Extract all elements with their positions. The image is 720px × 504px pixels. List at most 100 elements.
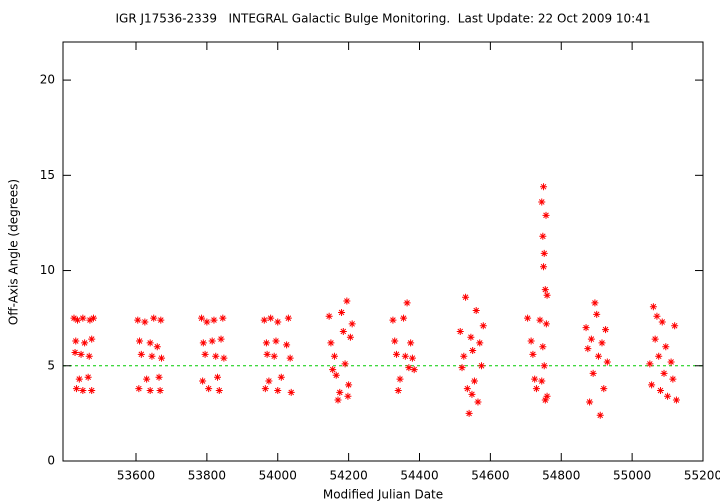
point xyxy=(527,337,535,345)
point xyxy=(203,318,211,326)
point xyxy=(468,390,476,398)
point xyxy=(539,232,547,240)
point xyxy=(465,409,473,417)
point xyxy=(598,339,606,347)
point xyxy=(201,350,209,358)
point xyxy=(338,308,346,316)
point xyxy=(134,316,142,324)
point xyxy=(270,352,278,360)
point xyxy=(646,360,654,368)
x-tick-label: 55200 xyxy=(684,469,720,483)
point xyxy=(148,352,156,360)
point xyxy=(391,337,399,345)
point xyxy=(655,352,663,360)
point xyxy=(146,387,154,395)
point xyxy=(587,335,595,343)
y-axis-label: Off-Axis Angle (degrees) xyxy=(7,179,21,325)
point xyxy=(215,387,223,395)
point xyxy=(210,316,218,324)
point xyxy=(671,322,679,330)
point xyxy=(538,377,546,385)
point xyxy=(594,352,602,360)
point xyxy=(649,303,657,311)
point xyxy=(543,392,551,400)
point xyxy=(150,314,158,322)
point xyxy=(334,396,342,404)
point xyxy=(653,312,661,320)
point xyxy=(524,314,532,322)
point xyxy=(70,314,78,322)
point xyxy=(603,358,611,366)
point xyxy=(591,299,599,307)
point xyxy=(479,322,487,330)
point xyxy=(476,339,484,347)
point xyxy=(662,343,670,351)
point xyxy=(540,362,548,370)
point xyxy=(339,327,347,335)
point xyxy=(389,316,397,324)
point xyxy=(85,352,93,360)
point xyxy=(287,388,295,396)
point xyxy=(332,371,340,379)
point xyxy=(460,352,468,360)
plot-frame xyxy=(62,41,704,462)
point xyxy=(155,373,163,381)
point xyxy=(219,314,227,322)
point xyxy=(586,398,594,406)
point xyxy=(277,373,285,381)
chart-title: IGR J17536-2339 INTEGRAL Galactic Bulge … xyxy=(115,12,650,26)
point xyxy=(664,392,672,400)
point xyxy=(283,341,291,349)
y-tick-label: 5 xyxy=(47,358,55,372)
point xyxy=(400,314,408,322)
point xyxy=(88,335,96,343)
point xyxy=(458,364,466,372)
point xyxy=(543,291,551,299)
point xyxy=(265,377,273,385)
point xyxy=(327,339,335,347)
point xyxy=(672,396,680,404)
point xyxy=(602,326,610,334)
point xyxy=(542,320,550,328)
point xyxy=(474,398,482,406)
y-tick-label: 10 xyxy=(40,263,55,277)
point xyxy=(329,366,337,374)
x-tick-label: 55000 xyxy=(613,469,651,483)
point xyxy=(346,333,354,341)
point xyxy=(401,352,409,360)
point xyxy=(272,337,280,345)
point xyxy=(198,314,206,322)
point xyxy=(536,316,544,324)
point xyxy=(600,385,608,393)
point xyxy=(582,324,590,332)
point xyxy=(153,343,161,351)
y-tick-label: 15 xyxy=(40,168,55,182)
y-tick-label: 20 xyxy=(40,73,55,87)
point xyxy=(72,385,80,393)
point xyxy=(146,339,154,347)
point xyxy=(72,337,80,345)
point xyxy=(262,339,270,347)
x-tick-label: 54000 xyxy=(259,469,297,483)
y-tick-label: 0 xyxy=(47,454,55,468)
point xyxy=(341,360,349,368)
point xyxy=(261,385,269,393)
point xyxy=(593,310,601,318)
point xyxy=(79,314,87,322)
point xyxy=(469,347,477,355)
point xyxy=(137,350,145,358)
point xyxy=(529,350,537,358)
point xyxy=(274,318,282,326)
point xyxy=(260,316,268,324)
point xyxy=(284,314,292,322)
point xyxy=(141,318,149,326)
point xyxy=(584,345,592,353)
point xyxy=(75,375,83,383)
point xyxy=(589,369,597,377)
point xyxy=(669,375,677,383)
point xyxy=(540,249,548,257)
x-tick-label: 53800 xyxy=(188,469,226,483)
point xyxy=(403,299,411,307)
point xyxy=(286,354,294,362)
point xyxy=(81,339,89,347)
